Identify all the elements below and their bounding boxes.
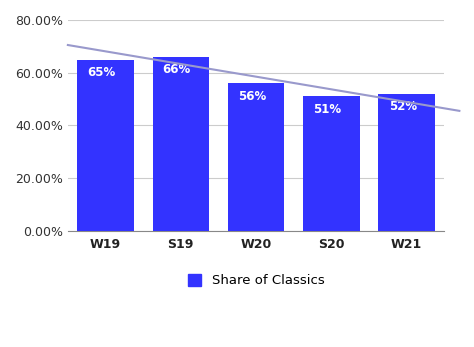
Text: 52%: 52% — [389, 100, 417, 113]
Legend: Share of Classics: Share of Classics — [188, 274, 324, 287]
Text: 66%: 66% — [163, 64, 191, 76]
Bar — [378, 94, 435, 231]
Bar — [77, 59, 134, 231]
Bar — [228, 83, 284, 231]
Text: 56%: 56% — [238, 90, 266, 103]
Bar — [303, 96, 360, 231]
Bar — [153, 57, 209, 231]
Text: 65%: 65% — [87, 66, 116, 79]
Text: 51%: 51% — [313, 103, 341, 116]
